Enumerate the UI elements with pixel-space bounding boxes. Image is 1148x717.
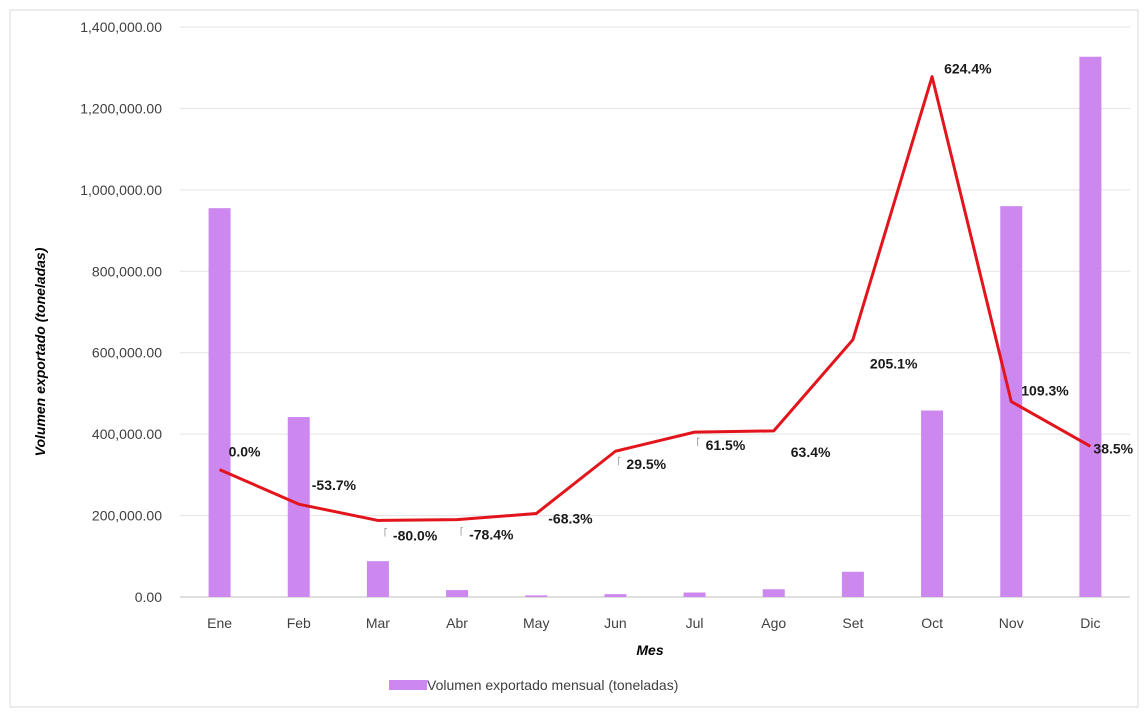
bar: [683, 592, 706, 597]
bar: [604, 594, 627, 597]
x-tick-label: May: [523, 615, 549, 631]
y-tick-label: 400,000.00: [92, 426, 162, 442]
y-tick-label: 800,000.00: [92, 263, 162, 279]
y-tick-label: 200,000.00: [92, 508, 162, 524]
line-data-label: 109.3%: [1021, 383, 1069, 399]
label-leader-line: [384, 527, 387, 537]
bar: [366, 561, 389, 597]
x-tick-label: Jun: [604, 615, 627, 631]
line-data-label: 61.5%: [706, 437, 746, 453]
legend-label: Volumen exportado mensual (toneladas): [427, 677, 678, 693]
line-series: [218, 75, 1092, 522]
y-tick-label: 1,400,000.00: [80, 19, 162, 35]
label-leader-lines: [384, 437, 700, 537]
x-tick-labels: Ene Feb Mar Abr May Jun Jul Ago Set Oct Nov Dic: [207, 615, 1100, 631]
y-axis-title: Volumen exportado (toneladas): [32, 247, 48, 456]
line-data-label: -53.7%: [312, 477, 357, 493]
bar: [921, 410, 944, 597]
legend-swatch: [389, 680, 427, 690]
bar: [1079, 56, 1102, 597]
bar: [841, 571, 864, 597]
label-leader-line: [697, 437, 700, 447]
y-tick-label: 1,200,000.00: [80, 100, 162, 116]
x-tick-label: Oct: [921, 615, 943, 631]
line-series-path: [218, 75, 1092, 522]
line-data-label: 38.5%: [1093, 440, 1133, 456]
y-tick-label: 0.00: [135, 589, 162, 605]
line-data-label: 63.4%: [791, 444, 831, 460]
chart-frame: [9, 9, 1139, 708]
label-leader-line: [617, 456, 621, 466]
line-data-label: -78.4%: [469, 527, 514, 543]
line-data-label: 624.4%: [944, 61, 992, 77]
x-tick-label: Set: [842, 615, 863, 631]
bar: [446, 590, 469, 597]
line-data-label: -80.0%: [393, 527, 438, 543]
legend: Volumen exportado mensual (toneladas): [389, 677, 678, 693]
line-data-label: 205.1%: [870, 356, 918, 372]
gridlines: [180, 26, 1130, 598]
x-tick-label: Mar: [366, 615, 390, 631]
x-tick-label: Feb: [287, 615, 311, 631]
bar: [762, 589, 785, 597]
x-tick-label: Dic: [1080, 615, 1100, 631]
x-tick-label: Abr: [446, 615, 468, 631]
x-axis-title: Mes: [636, 642, 663, 658]
line-data-label: 29.5%: [626, 456, 666, 472]
y-tick-label: 1,000,000.00: [80, 182, 162, 198]
bar: [525, 595, 548, 597]
line-data-label: -68.3%: [548, 511, 593, 527]
y-tick-label: 600,000.00: [92, 345, 162, 361]
x-tick-label: Jul: [686, 615, 704, 631]
x-tick-label: Ago: [761, 615, 786, 631]
bar: [208, 208, 231, 597]
label-leader-line: [460, 527, 464, 536]
bar-series: [208, 56, 1102, 597]
x-tick-label: Ene: [207, 615, 232, 631]
y-tick-labels: 0.00 200,000.00 400,000.00 600,000.00 800,00…: [80, 19, 162, 605]
line-data-label: 0.0%: [229, 444, 261, 460]
bar: [287, 417, 310, 597]
x-tick-label: Nov: [999, 615, 1024, 631]
line-data-labels: 0.0% -53.7% -80.0% -78.4% -68.3% 29.5% 61.5% 63…: [229, 61, 1134, 544]
